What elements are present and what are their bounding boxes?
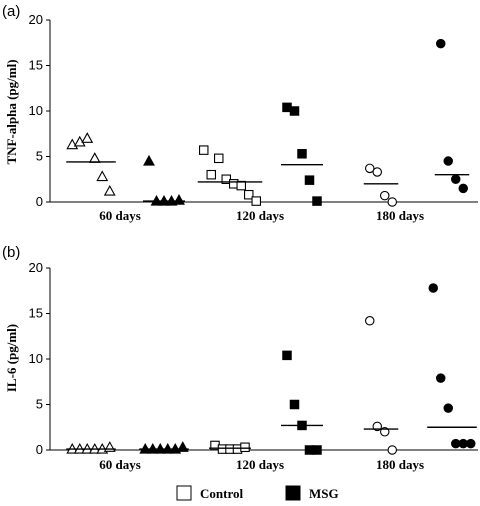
control-square-point (214, 153, 224, 164)
control-circle-point (364, 163, 375, 174)
msg-triangle-point (173, 194, 185, 205)
y-tick-label: 5 (36, 397, 43, 412)
x-category-label: 60 days (99, 208, 141, 223)
y-axis-label-a: TNF-alpha (pg/ml) (4, 59, 19, 164)
legend-label-control: Control (200, 486, 243, 501)
control-triangle-point (88, 152, 101, 163)
panel-a: (a) TNF-alpha (pg/ml) 0 5 10 15 20 60 days 120… (2, 3, 478, 223)
msg-circle-point (435, 38, 446, 49)
control-triangle-point (81, 132, 94, 143)
control-circle-point (387, 197, 397, 207)
y-tick-label: 20 (29, 260, 43, 275)
msg-circle-point (458, 183, 468, 194)
control-square-point (251, 196, 262, 206)
x-category-label: 60 days (99, 457, 141, 472)
msg-circle-point (443, 403, 453, 413)
control-triangle-point (96, 170, 109, 182)
control-circle-point (372, 167, 382, 177)
msg-triangle-point (143, 154, 155, 166)
y-axis-label-b: IL-6 (pg/ml) (4, 324, 19, 392)
msg-square-point (289, 106, 300, 116)
x-category-label: 180 days (376, 457, 424, 472)
panel-label-b: (b) (2, 244, 20, 261)
y-tick-label: 5 (36, 149, 43, 164)
msg-square-point (297, 149, 307, 159)
x-category-label: 120 days (236, 208, 284, 223)
control-circle-point (387, 445, 397, 455)
msg-square-point (289, 399, 300, 410)
y-tick-label: 10 (29, 351, 43, 366)
x-category-label: 120 days (236, 457, 284, 472)
msg-circle-point (443, 156, 453, 166)
y-tick-label: 15 (29, 306, 43, 321)
control-square-point (199, 145, 209, 155)
legend-swatch-msg (285, 485, 301, 501)
control-triangle-point (103, 184, 116, 196)
legend-swatch-control (176, 485, 192, 501)
control-circle-point (364, 316, 375, 326)
y-tick-label: 20 (29, 12, 43, 27)
msg-circle-point (435, 373, 446, 383)
msg-circle-point (465, 438, 476, 449)
msg-triangle-point (176, 441, 189, 452)
data-marks-a (66, 38, 470, 207)
control-triangle-point (103, 441, 116, 452)
control-square-point (244, 189, 254, 200)
y-tick-label: 15 (29, 58, 43, 73)
legend-label-msg: MSG (309, 486, 339, 501)
msg-circle-point (450, 174, 461, 185)
panel-label-a: (a) (2, 3, 20, 20)
y-tick-label: 10 (29, 103, 43, 118)
x-category-label: 180 days (376, 208, 424, 223)
msg-square-point (304, 175, 315, 185)
panel-b: (b) IL-6 (pg/ml) 0 5 10 15 20 60 days 120 days… (2, 244, 478, 472)
control-square-point (240, 442, 250, 453)
y-tick-label: 0 (36, 194, 43, 209)
control-circle-point (379, 190, 390, 201)
axes-b: 0 5 10 15 20 60 days 120 days 180 days (29, 260, 478, 472)
msg-square-point (312, 445, 322, 455)
y-tick-label: 0 (36, 442, 43, 457)
msg-circle-point (428, 283, 438, 293)
data-marks-b (66, 283, 477, 455)
control-square-point (206, 169, 217, 180)
legend: Control MSG (176, 485, 339, 501)
msg-square-point (312, 196, 322, 206)
axes-a: 0 5 10 15 20 60 days 120 days 180 days (29, 12, 478, 223)
msg-square-point (282, 350, 292, 361)
